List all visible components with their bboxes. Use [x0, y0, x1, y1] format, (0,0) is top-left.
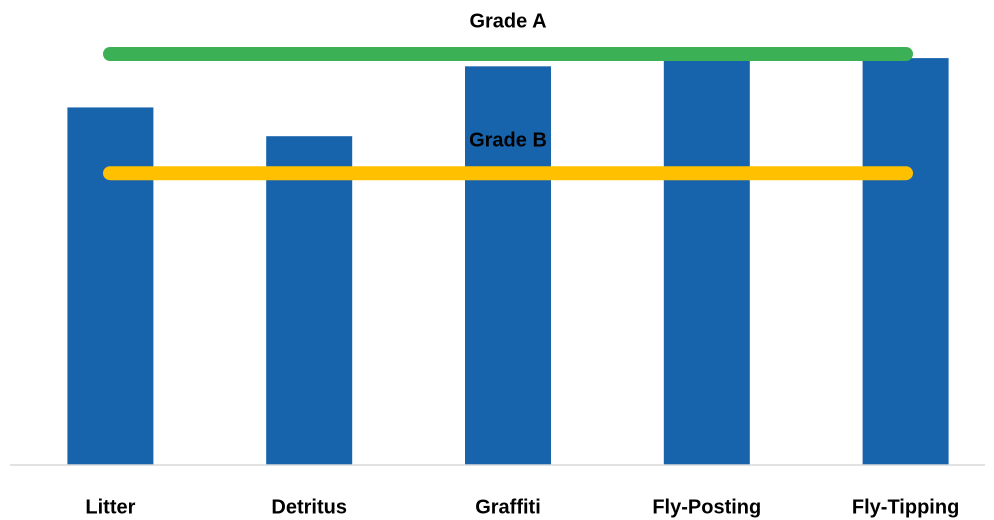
bar — [67, 107, 154, 466]
reference-label: Grade A — [469, 10, 546, 32]
bar — [862, 58, 949, 466]
x-tick-label: Fly-Tipping — [852, 496, 959, 518]
bar — [266, 136, 353, 465]
x-tick-label: Graffiti — [475, 496, 541, 518]
x-tick-label: Fly-Posting — [652, 496, 761, 518]
x-tick-label: Litter — [85, 496, 135, 518]
bar — [663, 60, 750, 465]
reference-label: Grade B — [469, 129, 547, 151]
bar — [465, 66, 551, 465]
x-tick-label: Detritus — [271, 496, 347, 518]
